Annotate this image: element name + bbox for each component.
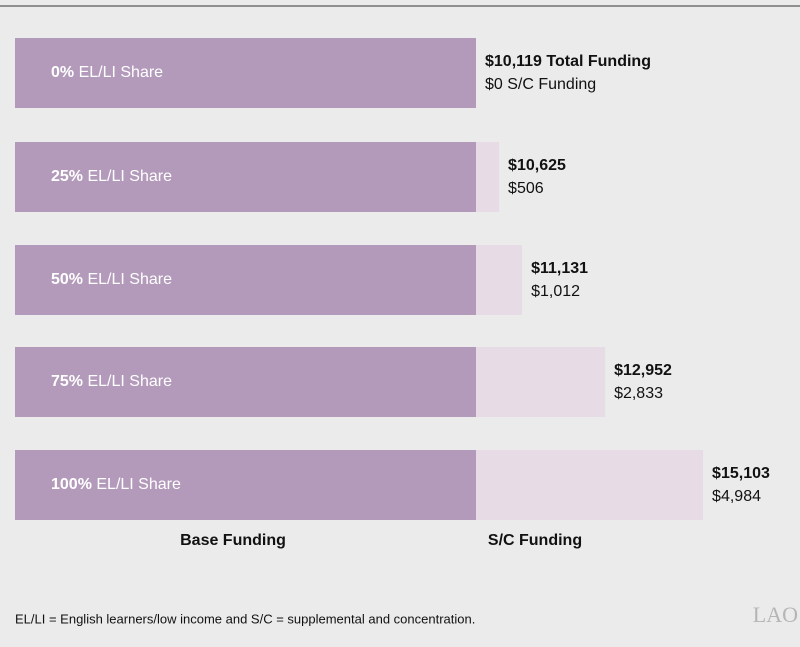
category-value: 75% xyxy=(51,373,83,390)
bar-segment xyxy=(476,245,523,315)
value-label: $2,833 xyxy=(614,385,663,402)
total-label: $10,119 Total Funding xyxy=(485,53,651,70)
category-suffix: EL/LI Share xyxy=(87,373,172,390)
total-label: $15,103 xyxy=(712,465,770,482)
value-label: $1,012 xyxy=(531,283,580,300)
footnote: EL/LI = English learners/low income and … xyxy=(15,611,475,626)
category-label: 50% EL/LI Share xyxy=(51,271,172,288)
legend-label: S/C Funding xyxy=(488,532,582,549)
total-label: $12,952 xyxy=(614,362,672,379)
value-label: $506 xyxy=(508,180,544,197)
category-suffix: EL/LI Share xyxy=(87,168,172,185)
category-suffix: EL/LI Share xyxy=(87,271,172,288)
category-label: 100% EL/LI Share xyxy=(51,476,181,493)
bar-segment xyxy=(476,450,704,520)
bar-segment xyxy=(15,142,476,212)
bar-segment xyxy=(15,38,476,108)
bar-segment xyxy=(15,245,476,315)
value-label: $4,984 xyxy=(712,488,761,505)
bar-segment xyxy=(15,347,476,417)
total-label: $10,625 xyxy=(508,157,566,174)
category-value: 25% xyxy=(51,168,83,185)
legend-label: Base Funding xyxy=(180,532,286,549)
category-value: 0% xyxy=(51,64,74,81)
category-label: 25% EL/LI Share xyxy=(51,168,172,185)
category-label: 75% EL/LI Share xyxy=(51,373,172,390)
category-label: 0% EL/LI Share xyxy=(51,64,163,81)
category-value: 100% xyxy=(51,476,92,493)
bar-segment xyxy=(476,142,500,212)
category-value: 50% xyxy=(51,271,83,288)
total-label: $11,131 xyxy=(531,260,588,277)
logo: LAO xyxy=(753,602,798,627)
category-suffix: EL/LI Share xyxy=(79,64,164,81)
value-label: $0 S/C Funding xyxy=(485,76,596,93)
bar-segment xyxy=(15,450,476,520)
category-suffix: EL/LI Share xyxy=(96,476,181,493)
bar-segment xyxy=(476,347,606,417)
